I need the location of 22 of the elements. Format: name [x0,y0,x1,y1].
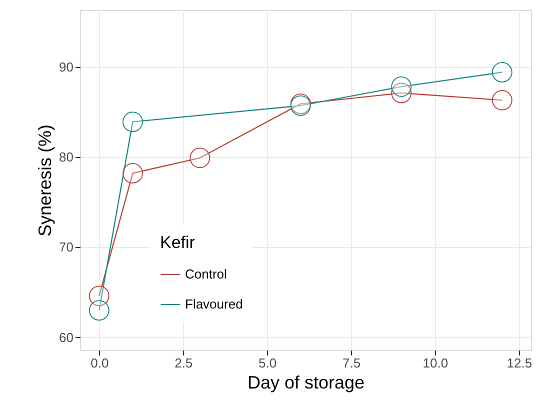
legend-title: Kefir [160,233,196,252]
y-axis-title: Syneresis (%) [35,124,56,237]
point [492,90,512,110]
x-axis-title: Day of storage [247,372,365,392]
x-tick-label: 0.0 [90,356,109,370]
point [492,62,512,82]
y-tick-label: 70 [59,240,74,255]
x-tick-label: 5.0 [258,356,277,370]
point [391,76,412,97]
point [122,163,143,184]
x-tick-label: 10.0 [422,356,448,370]
x-tick-label: 12.5 [506,356,532,370]
y-tick-label: 90 [59,59,74,74]
x-tick-label: 7.5 [342,356,361,370]
y-tick-label: 80 [59,150,74,165]
point [122,112,143,132]
point [88,300,110,321]
x-tick-label: 2.5 [174,356,193,370]
legend-label: Flavoured [185,296,243,312]
legend-label: Control [185,266,228,282]
y-tick-label: 60 [59,330,74,345]
point [190,148,210,168]
